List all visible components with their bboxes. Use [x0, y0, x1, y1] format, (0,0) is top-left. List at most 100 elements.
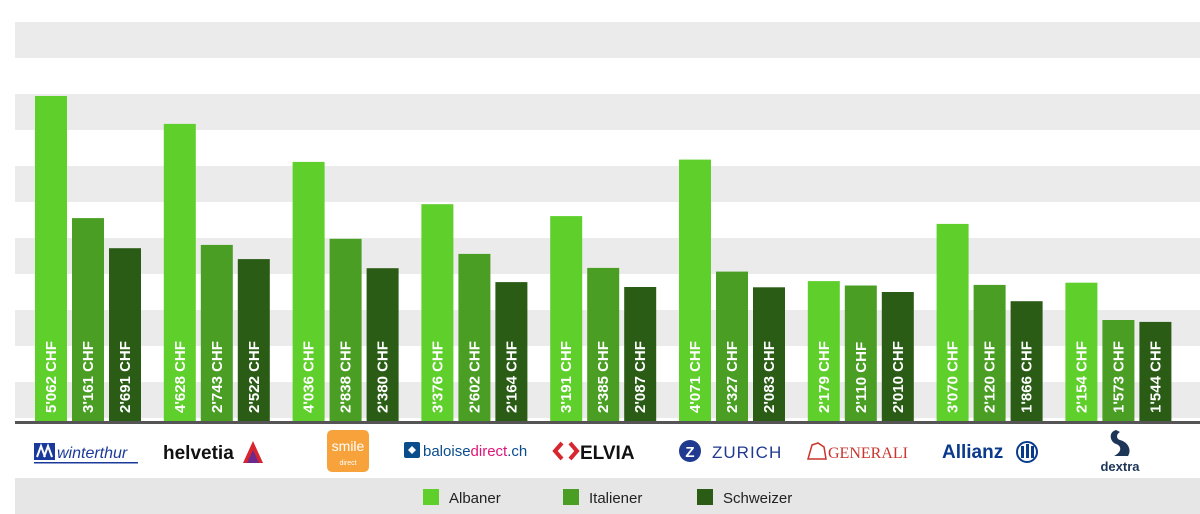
bar-italiener-4	[587, 267, 620, 421]
data-label: 2'385 CHF	[595, 341, 612, 413]
data-label: 2'010 CHF	[890, 341, 907, 413]
logo-baloise-part3: .ch	[507, 443, 527, 460]
bar-schweizer-4	[624, 287, 657, 421]
logo-dextra-text: dextra	[1100, 459, 1140, 474]
zurich-icon	[679, 440, 701, 462]
data-label: 2'743 CHF	[209, 341, 226, 413]
data-label: 2'164 CHF	[503, 341, 520, 413]
logo-baloise-text: baloisedirect.ch	[423, 443, 527, 460]
bar-italiener-8	[1102, 320, 1135, 421]
logos-row: winterthur helvetia smile direct baloise…	[34, 430, 1140, 474]
data-label: 2'380 CHF	[375, 341, 392, 413]
data-label: 3'376 CHF	[429, 341, 446, 413]
legend-background	[15, 478, 1200, 514]
legend-swatch-italiener	[563, 489, 579, 505]
legend-label-schweizer: Schweizer	[723, 490, 792, 507]
bar-schweizer-7	[1010, 301, 1043, 421]
logo-generali: GENERALI	[807, 442, 908, 462]
bar-albaner-8	[1065, 282, 1098, 421]
bars-group: 5'062 CHF 4'628 CHF 4'036 CHF 3'376 CHF 3'19…	[35, 96, 1172, 422]
data-label: 2'120 CHF	[982, 341, 999, 413]
data-label: 2'179 CHF	[816, 341, 833, 413]
data-label: 2'327 CHF	[724, 341, 741, 413]
winterthur-underline	[34, 462, 138, 464]
logo-baloisedirect: baloisedirect.ch	[404, 442, 527, 460]
logo-allianz: Allianz	[942, 441, 1038, 463]
logo-helvetia-text: helvetia	[163, 443, 234, 464]
bar-schweizer-6	[881, 292, 914, 421]
bar-italiener-2	[329, 238, 362, 421]
bar-italiener-1	[200, 244, 233, 421]
logo-elvia: ELVIA	[552, 441, 635, 464]
bar-italiener-3	[458, 253, 491, 421]
zurich-icon-letter: Z	[685, 444, 694, 461]
legend-label-albaner: Albaner	[449, 490, 501, 507]
logo-generali-text: GENERALI	[828, 445, 908, 462]
winterthur-icon-mark	[36, 443, 53, 458]
data-label: 4'628 CHF	[172, 341, 189, 413]
bar-italiener-7	[973, 284, 1006, 421]
data-label: 3'161 CHF	[80, 341, 97, 413]
data-label: 2'522 CHF	[246, 341, 263, 413]
logo-winterthur: winterthur	[34, 443, 138, 464]
bar-schweizer-2	[366, 268, 399, 421]
logo-elvia-text: ELVIA	[580, 443, 635, 464]
logo-allianz-text: Allianz	[942, 442, 1003, 463]
data-label: 1'544 CHF	[1147, 341, 1164, 413]
logo-smile-direct: smile direct	[327, 430, 369, 472]
allianz-eagle-bar	[1021, 446, 1024, 458]
bar-albaner-1	[163, 123, 196, 422]
logo-zurich-text: ZURICH	[712, 443, 782, 462]
logo-baloise-part1: baloise	[423, 443, 471, 460]
logo-helvetia: helvetia	[163, 441, 263, 464]
grid-stripe	[15, 166, 1200, 202]
dextra-swan-icon	[1110, 430, 1130, 456]
bar-schweizer-8	[1139, 321, 1172, 421]
bar-schweizer-0	[109, 248, 141, 421]
legend-swatch-albaner	[423, 489, 439, 505]
logo-zurich: Z ZURICH	[679, 440, 782, 462]
data-label: 3'191 CHF	[558, 341, 575, 413]
data-label: 2'602 CHF	[466, 341, 483, 413]
legend: Albaner Italiener Schweizer	[423, 489, 792, 507]
bar-albaner-5	[679, 159, 711, 421]
grid-stripe	[15, 94, 1200, 130]
grid-stripe	[15, 22, 1200, 58]
data-label: 2'110 CHF	[853, 342, 870, 413]
logo-smile-text: smile	[332, 438, 365, 454]
bar-italiener-5	[716, 271, 748, 421]
logo-smile-sub: direct	[339, 460, 356, 467]
bar-italiener-6	[844, 285, 877, 421]
logo-winterthur-text: winterthur	[57, 445, 128, 462]
data-label: 2'083 CHF	[761, 341, 778, 413]
bar-schweizer-5	[753, 287, 785, 421]
bar-italiener-0	[72, 218, 104, 421]
data-label: 1'866 CHF	[1019, 341, 1036, 413]
data-label: 3'070 CHF	[945, 341, 962, 413]
bar-schweizer-3	[495, 282, 528, 421]
bar-albaner-3	[421, 204, 454, 421]
data-label: 2'691 CHF	[117, 341, 134, 413]
generali-lion-icon	[807, 442, 827, 460]
baloise-icon-mark	[408, 446, 416, 454]
helvetia-icon-inner	[247, 450, 259, 463]
bar-albaner-2	[292, 161, 325, 421]
logo-baloise-part2: direct	[471, 443, 509, 460]
x-axis-baseline	[15, 421, 1200, 424]
bar-albaner-4	[550, 216, 583, 421]
bar-schweizer-1	[237, 259, 270, 421]
data-label: 1'573 CHF	[1110, 341, 1127, 413]
legend-label-italiener: Italiener	[589, 490, 642, 507]
data-label: 2'087 CHF	[632, 341, 649, 413]
elvia-icon	[552, 441, 580, 461]
logo-dextra: dextra	[1100, 430, 1140, 474]
allianz-eagle-bar	[1031, 446, 1034, 458]
bar-albaner-7	[936, 223, 969, 421]
allianz-eagle-icon	[1016, 441, 1038, 463]
data-label: 4'071 CHF	[687, 341, 704, 413]
smile-icon	[327, 430, 369, 472]
data-label: 5'062 CHF	[43, 341, 60, 413]
winterthur-icon	[34, 443, 55, 460]
bar-albaner-0	[35, 96, 67, 421]
